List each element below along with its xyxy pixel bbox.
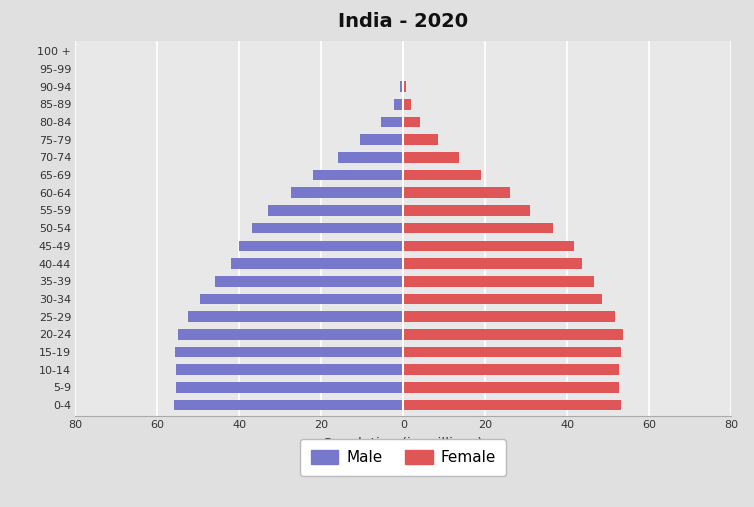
Bar xyxy=(188,311,403,322)
Bar xyxy=(403,188,510,198)
Bar xyxy=(403,258,582,269)
Bar xyxy=(252,223,403,233)
Bar xyxy=(403,365,618,375)
Bar xyxy=(403,223,553,233)
Bar xyxy=(403,276,594,286)
Bar xyxy=(403,170,481,180)
Bar xyxy=(402,63,403,74)
Bar xyxy=(403,347,621,357)
Bar xyxy=(403,63,404,74)
Bar xyxy=(178,329,403,340)
Bar xyxy=(201,294,403,304)
Bar xyxy=(176,365,403,375)
Bar xyxy=(403,329,623,340)
Bar xyxy=(313,170,403,180)
Bar xyxy=(268,205,403,216)
X-axis label: Population (in millions): Population (in millions) xyxy=(324,437,483,451)
Bar xyxy=(403,205,531,216)
Bar xyxy=(360,134,403,145)
Bar xyxy=(381,117,403,127)
Bar xyxy=(239,240,403,251)
Bar xyxy=(175,347,403,357)
Bar xyxy=(215,276,403,286)
Bar xyxy=(403,117,420,127)
Bar xyxy=(403,134,438,145)
Legend: Male, Female: Male, Female xyxy=(300,439,507,476)
Bar xyxy=(338,152,403,163)
Title: India - 2020: India - 2020 xyxy=(339,12,468,30)
Bar xyxy=(400,81,403,92)
Bar xyxy=(403,311,615,322)
Bar xyxy=(403,81,406,92)
Bar xyxy=(403,382,618,393)
Bar xyxy=(290,188,403,198)
Bar xyxy=(403,400,621,411)
Bar xyxy=(403,99,411,110)
Bar xyxy=(403,294,602,304)
Bar xyxy=(403,152,458,163)
Bar xyxy=(394,99,403,110)
Bar xyxy=(173,400,403,411)
Bar xyxy=(403,240,574,251)
Bar xyxy=(231,258,403,269)
Bar xyxy=(176,382,403,393)
